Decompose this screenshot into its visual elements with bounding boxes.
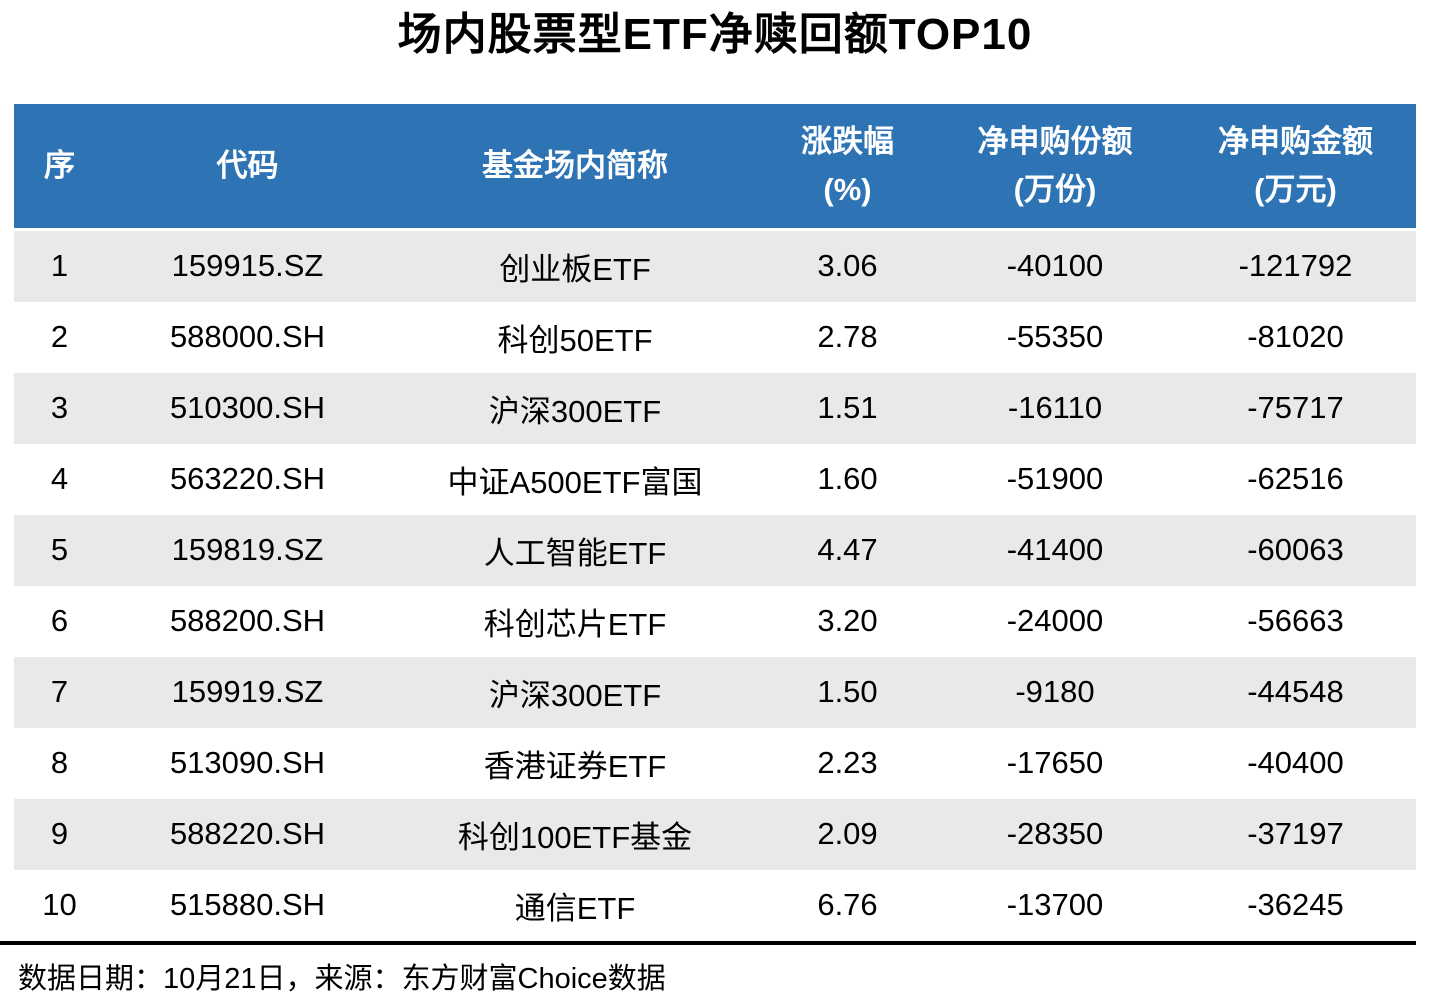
etf-table: 序 代码 基金场内简称 涨跌幅 (%) 净申购份额 (万份) 净申购金额 (万元… bbox=[14, 103, 1416, 941]
cell-change: 1.60 bbox=[817, 461, 878, 497]
cell-change: 1.50 bbox=[817, 674, 878, 710]
cell-rank: 5 bbox=[50, 532, 69, 568]
col-header-change-line1: 涨跌幅 bbox=[801, 123, 894, 159]
page-title: 场内股票型ETF净赎回额TOP10 bbox=[397, 10, 1033, 59]
cell-net-shares: -16110 bbox=[1007, 390, 1103, 426]
header-row: 序 代码 基金场内简称 涨跌幅 (%) 净申购份额 (万份) 净申购金额 (万元… bbox=[14, 103, 1416, 231]
cell-name: 人工智能ETF bbox=[483, 535, 667, 571]
cell-change: 1.51 bbox=[817, 390, 878, 426]
cell-change: 6.76 bbox=[817, 887, 878, 923]
cell-change: 3.20 bbox=[817, 603, 878, 639]
cell-name: 科创100ETF基金 bbox=[457, 819, 693, 855]
cell-name: 中证A500ETF富国 bbox=[447, 464, 703, 500]
cell-change: 2.09 bbox=[817, 816, 878, 852]
cell-code: 588200.SH bbox=[169, 603, 326, 639]
col-header-net-amount-line2: (万元) bbox=[1254, 171, 1337, 207]
cell-net-amount: -44548 bbox=[1247, 674, 1344, 710]
cell-rank: 6 bbox=[50, 603, 69, 639]
cell-name: 香港证券ETF bbox=[483, 748, 667, 784]
cell-net-shares: -13700 bbox=[1006, 887, 1104, 923]
cell-code: 563220.SH bbox=[169, 461, 326, 497]
cell-rank: 8 bbox=[50, 745, 69, 781]
cell-net-shares: -40100 bbox=[1006, 248, 1104, 284]
cell-code: 513090.SH bbox=[169, 745, 326, 781]
cell-net-amount: -56663 bbox=[1247, 603, 1344, 639]
table-row: 8 513090.SH 香港证券ETF 2.23 -17650 -40400 bbox=[14, 727, 1416, 799]
table-row: 5 159819.SZ 人工智能ETF 4.47 -41400 -60063 bbox=[14, 514, 1416, 586]
col-header-net-shares-line2: (万份) bbox=[1013, 171, 1097, 207]
table-header: 序 代码 基金场内简称 涨跌幅 (%) 净申购份额 (万份) 净申购金额 (万元… bbox=[14, 103, 1416, 231]
cell-change: 3.06 bbox=[817, 248, 878, 284]
cell-net-amount: -36245 bbox=[1247, 887, 1344, 923]
source-note: 数据日期：10月21日，来源：东方财富Choice数据 bbox=[0, 940, 1416, 997]
table-body: 1 159915.SZ 创业板ETF 3.06 -40100 -121792 2… bbox=[14, 229, 1416, 941]
cell-code: 159819.SZ bbox=[171, 532, 324, 568]
cell-rank: 2 bbox=[50, 319, 69, 355]
cell-net-amount: -62516 bbox=[1247, 461, 1344, 497]
cell-net-shares: -17650 bbox=[1006, 745, 1104, 781]
cell-name: 沪深300ETF bbox=[488, 677, 662, 713]
cell-code: 159915.SZ bbox=[171, 248, 324, 284]
cell-change: 2.78 bbox=[817, 319, 878, 355]
cell-net-amount: -60063 bbox=[1247, 532, 1344, 568]
col-header-net-amount: 净申购金额 (万元) bbox=[1175, 103, 1416, 231]
cell-net-shares: -9180 bbox=[1015, 674, 1095, 710]
cell-change: 4.47 bbox=[817, 532, 878, 568]
cell-name: 沪深300ETF bbox=[488, 393, 662, 429]
cell-rank: 9 bbox=[50, 816, 69, 852]
col-header-net-amount-line1: 净申购金额 bbox=[1218, 123, 1373, 159]
cell-net-shares: -55350 bbox=[1006, 319, 1104, 355]
cell-net-shares: -51900 bbox=[1006, 461, 1104, 497]
table-row: 9 588220.SH 科创100ETF基金 2.09 -28350 -3719… bbox=[14, 798, 1416, 870]
table-row: 4 563220.SH 中证A500ETF富国 1.60 -51900 -625… bbox=[14, 443, 1416, 515]
table-row: 3 510300.SH 沪深300ETF 1.51 -16110 -75717 bbox=[14, 372, 1416, 444]
cell-net-shares: -24000 bbox=[1006, 603, 1104, 639]
col-header-change-line2: (%) bbox=[823, 171, 872, 207]
cell-code: 515880.SH bbox=[169, 887, 326, 923]
cell-rank: 1 bbox=[50, 248, 69, 284]
cell-code: 510300.SH bbox=[169, 390, 326, 426]
col-header-net-shares: 净申购份额 (万份) bbox=[935, 103, 1175, 231]
cell-net-amount: -37197 bbox=[1247, 816, 1344, 852]
cell-rank: 3 bbox=[50, 390, 69, 426]
cell-net-amount: -81020 bbox=[1247, 319, 1344, 355]
cell-net-shares: -28350 bbox=[1006, 816, 1104, 852]
cell-code: 588220.SH bbox=[169, 816, 326, 852]
col-header-name: 基金场内简称 bbox=[390, 103, 760, 231]
col-header-change: 涨跌幅 (%) bbox=[760, 103, 935, 231]
cell-net-shares: -41400 bbox=[1006, 532, 1104, 568]
table-row: 7 159919.SZ 沪深300ETF 1.50 -9180 -44548 bbox=[14, 656, 1416, 728]
col-header-code: 代码 bbox=[105, 103, 390, 231]
cell-net-amount: -40400 bbox=[1247, 745, 1344, 781]
cell-name: 科创50ETF bbox=[497, 322, 653, 358]
cell-name: 创业板ETF bbox=[499, 251, 651, 287]
cell-rank: 7 bbox=[50, 674, 69, 710]
cell-net-amount: -75717 bbox=[1247, 390, 1344, 426]
table-row: 2 588000.SH 科创50ETF 2.78 -55350 -81020 bbox=[14, 301, 1416, 373]
cell-change: 2.23 bbox=[817, 745, 878, 781]
table-row: 1 159915.SZ 创业板ETF 3.06 -40100 -121792 bbox=[14, 229, 1416, 302]
cell-name: 科创芯片ETF bbox=[483, 606, 667, 642]
cell-net-amount: -121792 bbox=[1238, 248, 1353, 284]
col-header-net-shares-line1: 净申购份额 bbox=[977, 123, 1133, 159]
col-header-rank: 序 bbox=[14, 103, 105, 231]
cell-name: 通信ETF bbox=[514, 890, 636, 926]
table-row: 10 515880.SH 通信ETF 6.76 -13700 -36245 bbox=[14, 869, 1416, 941]
table-row: 6 588200.SH 科创芯片ETF 3.20 -24000 -56663 bbox=[14, 585, 1416, 657]
cell-rank: 10 bbox=[42, 887, 77, 923]
cell-rank: 4 bbox=[50, 461, 69, 497]
cell-code: 588000.SH bbox=[169, 319, 326, 355]
cell-code: 159919.SZ bbox=[171, 674, 324, 710]
